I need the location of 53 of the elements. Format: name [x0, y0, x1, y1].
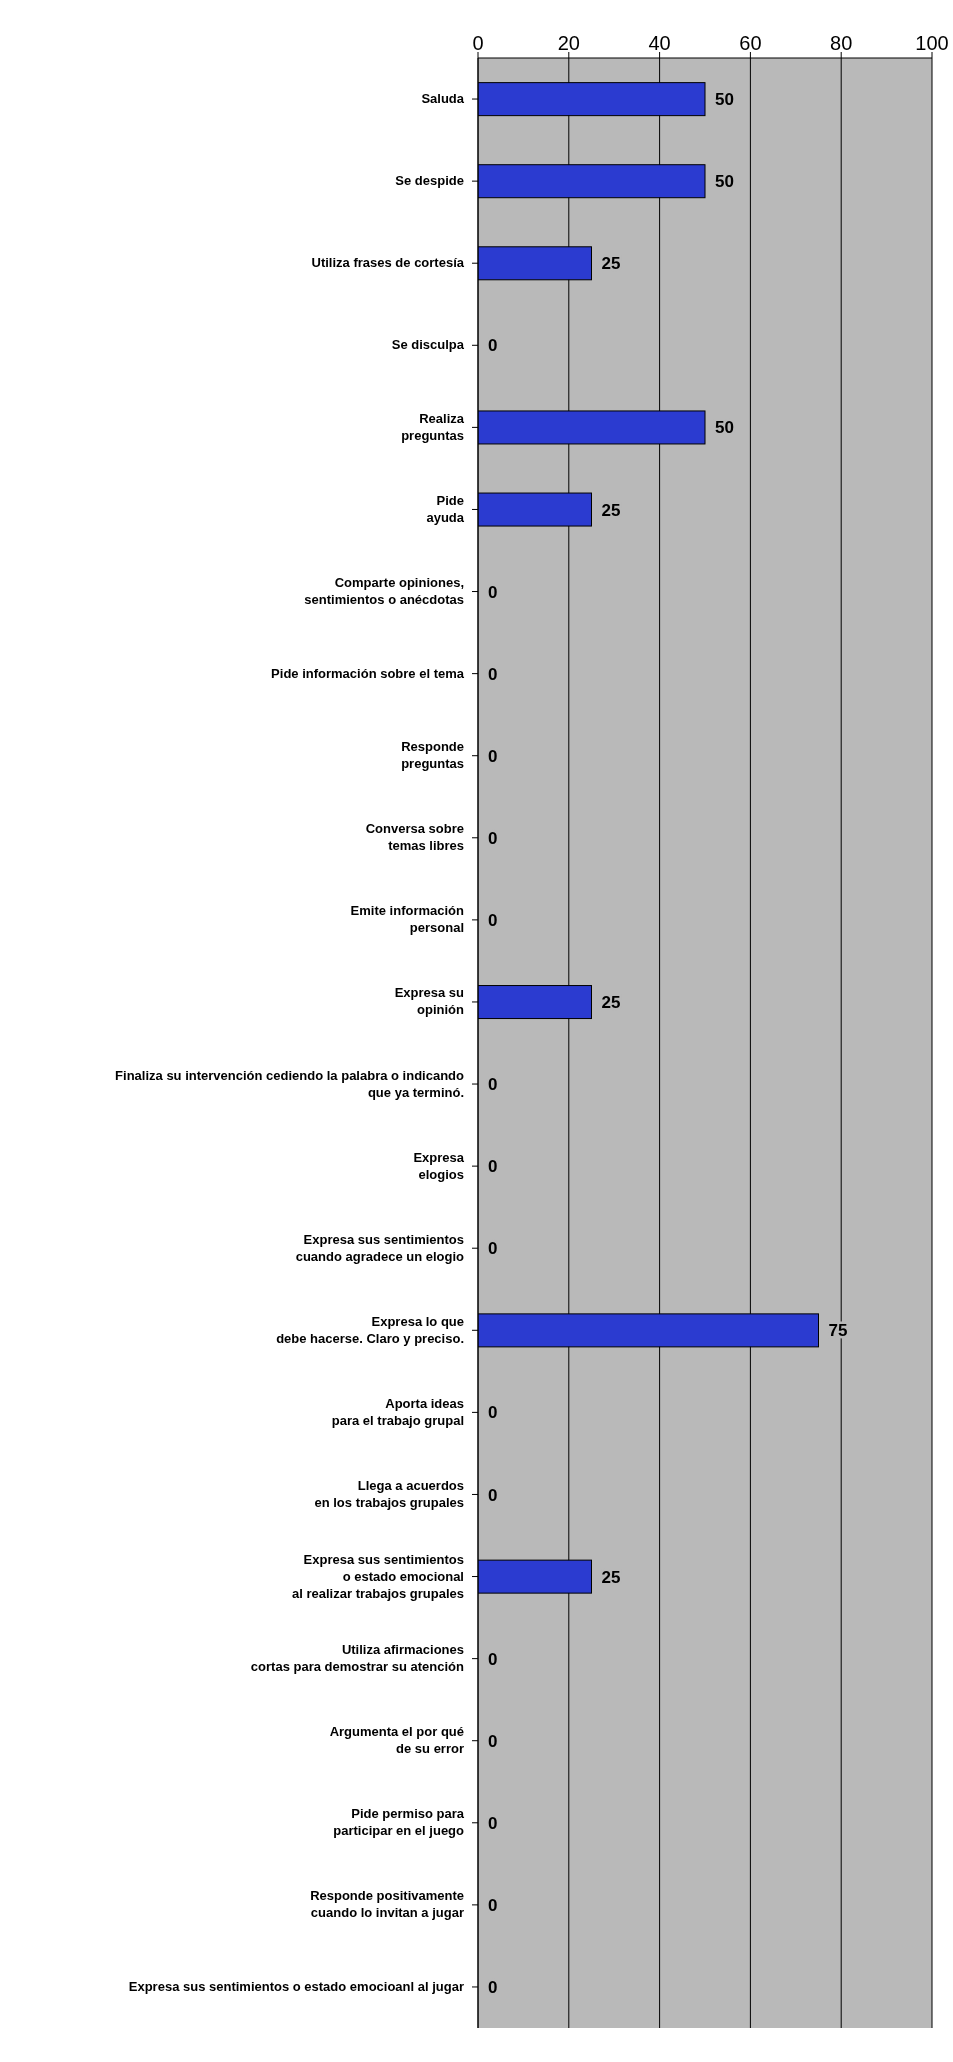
- y-tick-label: Responde positivamente cuando lo invitan a jugar: [310, 1888, 464, 1921]
- y-tick-label: Emite información personal: [350, 903, 465, 936]
- data-label: 50: [715, 90, 734, 110]
- data-label: 0: [488, 1157, 498, 1177]
- x-tick-label: 60: [739, 32, 762, 54]
- y-tick-label: Finaliza su intervención cediendo la palabra o indicando que ya terminó.: [115, 1067, 465, 1100]
- data-label: 0: [488, 336, 498, 356]
- data-label: 0: [488, 1978, 498, 1998]
- y-tick-label: Utiliza frases de cortesía: [311, 255, 465, 271]
- x-tick-label: 20: [557, 32, 580, 54]
- data-label: 0: [488, 746, 498, 766]
- data-label: 50: [715, 172, 734, 192]
- y-tick-label: Comparte opiniones, sentimientos o anécdotas: [304, 575, 464, 608]
- y-tick-label: Pide información sobre el tema: [271, 665, 465, 681]
- data-label: 0: [488, 1239, 498, 1259]
- y-tick-label: Utiliza afirmaciones cortas para demostrar su atención: [250, 1642, 465, 1675]
- data-label: 0: [488, 1731, 498, 1751]
- x-tick-label: 80: [830, 32, 853, 54]
- data-label: 0: [488, 1649, 498, 1669]
- data-label: 0: [488, 1813, 498, 1833]
- y-tick-label: Responde preguntas: [401, 739, 464, 772]
- y-tick-label: Expresa su opinión: [394, 985, 465, 1018]
- x-tick-label: 0: [472, 32, 484, 54]
- data-label: 0: [488, 664, 498, 684]
- data-label: 0: [488, 1485, 498, 1505]
- data-label: 25: [601, 993, 621, 1013]
- data-label: 50: [715, 418, 734, 438]
- y-tick-label: Expresa sus sentimientos o estado emocional al realizar trabajos grupales: [292, 1551, 464, 1601]
- y-tick-label: Expresa sus sentimientos cuando agradece un elogio: [295, 1231, 465, 1264]
- y-tick-label: Realiza preguntas: [401, 410, 465, 443]
- y-tick-label: Saluda: [421, 91, 465, 107]
- data-label: 25: [601, 254, 621, 274]
- y-tick-label: Llega a acuerdos en los trabajos grupales: [314, 1477, 464, 1510]
- data-label: 0: [488, 910, 498, 930]
- data-label: 0: [488, 1895, 498, 1915]
- y-tick-label: Aporta ideas para el trabajo grupal: [331, 1395, 464, 1428]
- y-tick-label: Se disculpa: [391, 337, 465, 353]
- data-label: 0: [488, 828, 498, 848]
- data-label: 25: [601, 1567, 621, 1587]
- x-tick-label: 40: [648, 32, 671, 54]
- y-tick-label: Pide ayuda: [426, 492, 465, 525]
- y-tick-label: Se despide: [395, 173, 464, 189]
- data-label: 0: [488, 582, 498, 602]
- data-label: 0: [488, 1403, 498, 1423]
- y-tick-label: Argumenta el por qué de su error: [329, 1724, 464, 1757]
- y-tick-label: Pide permiso para participar en el juego: [333, 1806, 465, 1839]
- data-label: 0: [488, 1075, 498, 1095]
- y-tick-label: Expresa sus sentimientos o estado emocioanl al jugar: [128, 1978, 464, 1994]
- x-tick-label: 100: [915, 32, 949, 54]
- y-tick-label: Expresa lo que debe hacerse. Claro y preciso.: [276, 1313, 464, 1346]
- y-tick-label: Conversa sobre temas libres: [365, 821, 464, 854]
- y-tick-label: Expresa elogios: [413, 1149, 465, 1182]
- data-label: 25: [601, 500, 621, 520]
